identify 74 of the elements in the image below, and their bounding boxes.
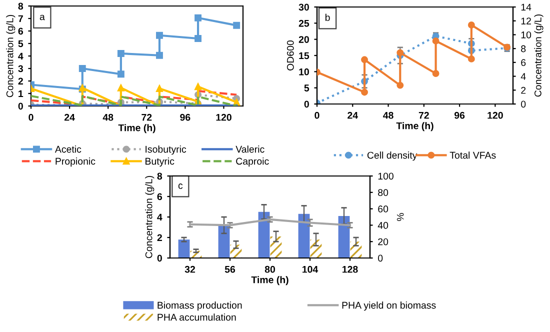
y2-tick-label: 0 [521,100,526,108]
x-tick-label: 80 [264,266,276,273]
y-tick-label: 25 [298,20,310,27]
annotation: b [325,14,330,21]
annotation: c [178,184,183,189]
x-tick-label: 120 [216,114,232,121]
y2-tick-label: 100 [378,172,394,180]
x-tick-label: 104 [302,266,318,273]
y2-tick-label: 4 [520,73,526,80]
y-tick-label: 15 [299,52,310,60]
legend-label: Caproic [236,158,269,167]
y-tick-label: 5 [18,40,24,48]
legend-label: Valeric [236,146,264,153]
legend-label: Biomass production [158,302,242,311]
y-tick-label: 6 [18,28,24,35]
x-axis-title: Time (h) [251,276,288,286]
x-tick-label: 48 [102,114,114,121]
x-tick-label: 72 [418,112,429,119]
x-axis-title: Time (h) [396,122,434,132]
legend-label: Butyric [146,158,174,167]
y2-tick-label: 8 [521,45,526,52]
x-tick-label: 0 [314,112,320,119]
x-tick-label: 96 [180,114,190,121]
x-tick-label: 24 [348,112,358,119]
y-tick-label: 0 [18,102,23,110]
y-axis-title: Concentration (g/L) [145,176,154,258]
y-tick-label: 10 [299,68,309,76]
x-tick-label: 24 [64,114,75,121]
x-tick-label: 0 [28,114,34,121]
x-axis-title: Time (h) [118,124,156,134]
legend-label: Cell density [367,152,418,161]
x-tick-label: 72 [142,114,152,121]
x-tick-label: 120 [488,112,503,119]
legend-label: Acetic [54,146,82,153]
x-tick-label: 96 [454,112,465,119]
y-tick-label: 0 [304,100,309,108]
x-tick-label: 128 [342,266,358,273]
y2-tick-label: 10 [521,31,532,38]
y2-tick-label: 80 [378,189,388,196]
annotation: a [40,14,45,20]
legend-label: Propionic [56,158,96,167]
y-tick-label: 2 [157,234,162,242]
y-tick-label: 2 [18,78,23,85]
y-tick-label: 3 [18,65,24,72]
y-tick-label: 1 [18,90,24,98]
legend-label: PHA accumulation [158,314,236,321]
x-tick-label: 56 [224,266,236,273]
y2-tick-label: 12 [521,18,531,24]
y-tick-label: 5 [304,84,310,92]
y2-tick-label: 20 [378,238,388,246]
y-tick-label: 20 [298,36,309,43]
y2-tick-label: 2 [521,86,526,94]
y-tick-label: 8 [157,172,162,180]
legend-label: Total VFAs [450,152,496,159]
y-tick-label: 0 [157,254,162,262]
y-axis-title: Concentration (g/L) [6,14,16,98]
y2-tick-label: 6 [521,59,526,66]
y-tick-label: 4 [157,214,162,221]
y-axis-title: OD600 [286,40,294,70]
y-tick-label: 8 [18,2,24,10]
y-tick-label: 7 [18,15,23,22]
y2-axis-title: % [396,213,404,221]
y2-tick-label: 40 [378,222,388,229]
x-tick-label: 48 [383,112,394,119]
y2-tick-label: 0 [378,254,383,262]
x-tick-label: 32 [184,266,196,273]
y-tick-label: 4 [18,52,24,60]
legend-label: Isobutyric [146,146,186,155]
y2-tick-label: 60 [378,206,388,212]
y2-axis-title: Concentration (g/L) [534,14,544,97]
y-tick-label: 30 [298,4,309,11]
y-tick-label: 6 [157,193,162,200]
y2-tick-label: 14 [521,4,532,11]
legend-label: PHA yield on biomass [342,302,436,311]
